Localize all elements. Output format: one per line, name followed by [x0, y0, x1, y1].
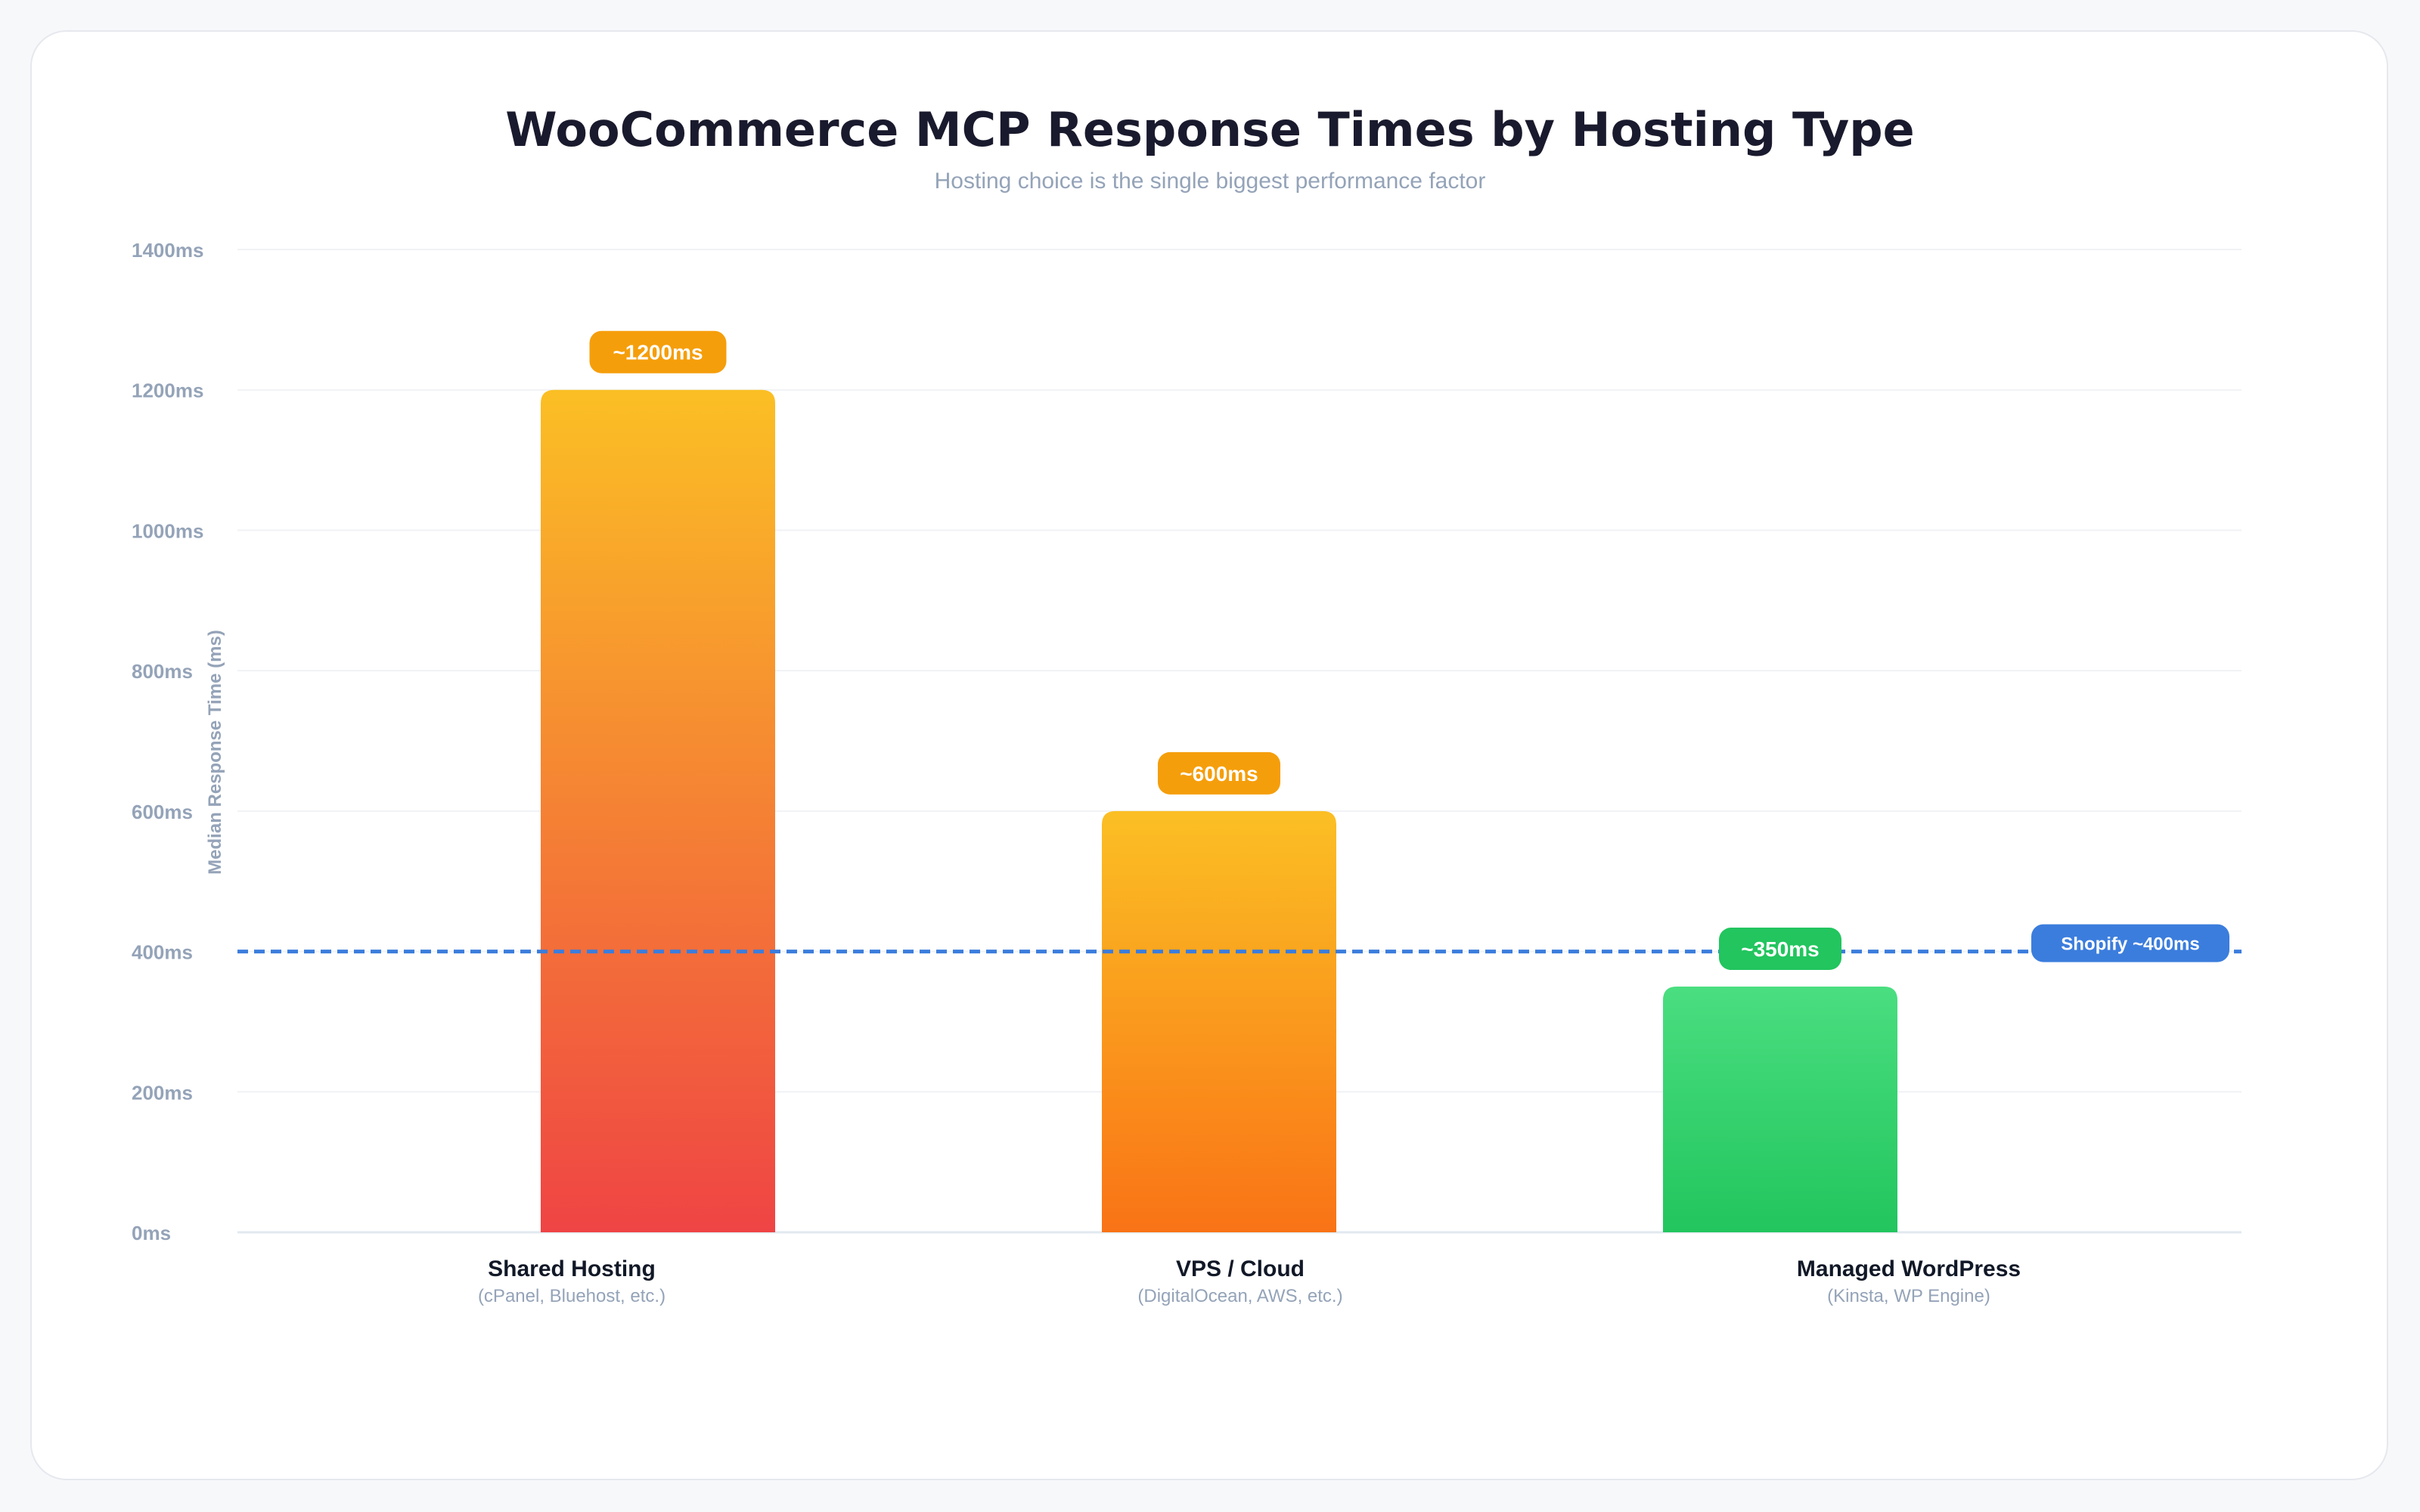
y-axis-label: Median Response Time (ms) — [205, 630, 225, 875]
y-tick-label: 1400ms — [132, 239, 203, 262]
x-axis-ticks: Shared Hosting (cPanel, Bluehost, etc.) VP… — [478, 1256, 2021, 1306]
data-label-pill — [1719, 928, 1841, 970]
x-tick-label: Managed WordPress — [1797, 1256, 2021, 1281]
data-label: ~600ms — [1180, 762, 1258, 785]
reference-line-pill — [2031, 924, 2229, 962]
y-tick-label: 600ms — [132, 801, 193, 823]
x-tick-sublabel: (cPanel, Bluehost, etc.) — [478, 1286, 666, 1306]
y-tick-label: 1000ms — [132, 519, 203, 542]
chart-subtitle: Hosting choice is the single biggest per… — [935, 169, 1486, 194]
bar — [541, 389, 775, 1232]
x-tick-label: Shared Hosting — [488, 1256, 656, 1281]
y-tick-label: 400ms — [132, 941, 193, 964]
bar — [1663, 987, 1897, 1232]
reference-line-group: Shopify ~400ms — [237, 924, 2242, 962]
x-tick-sublabel: (DigitalOcean, AWS, etc.) — [1137, 1286, 1342, 1306]
chart-title: WooCommerce MCP Response Times by Hostin… — [505, 102, 1914, 157]
x-tick-sublabel: (Kinsta, WP Engine) — [1827, 1286, 1990, 1306]
y-tick-label: 0ms — [132, 1222, 171, 1244]
data-label-pill — [1158, 751, 1280, 795]
x-tick-label: VPS / Cloud — [1176, 1256, 1305, 1281]
y-axis-ticks: 0ms 200ms 400ms 600ms 800ms 1000ms 1200ms 1400m… — [132, 239, 203, 1244]
data-labels: ~1200ms ~600ms ~350ms — [589, 330, 1841, 970]
reference-line-label: Shopify ~400ms — [2061, 934, 2199, 955]
bar — [1102, 810, 1336, 1232]
y-tick-label: 1200ms — [132, 380, 203, 402]
y-tick-label: 800ms — [132, 660, 193, 683]
bars — [541, 389, 1897, 1232]
data-label: ~1200ms — [613, 341, 703, 364]
data-label: ~350ms — [1741, 937, 1820, 961]
y-tick-label: 200ms — [132, 1081, 193, 1104]
data-label-pill — [589, 330, 727, 373]
